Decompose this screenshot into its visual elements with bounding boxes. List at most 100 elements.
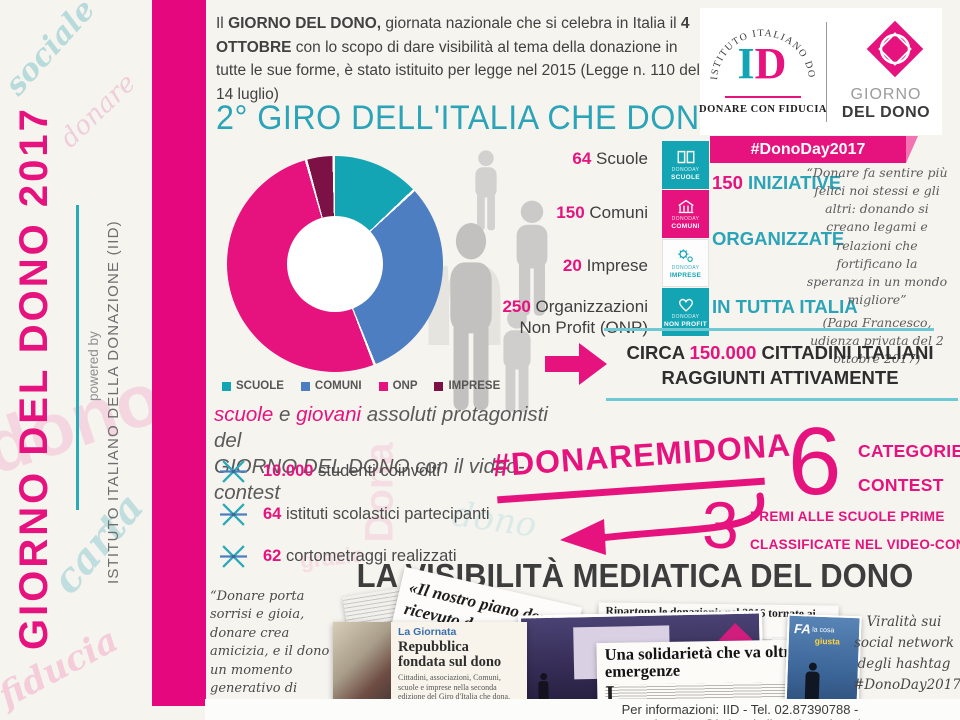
la-giornata-clipping: La Giornata Repubblica fondata sul dono …	[333, 622, 527, 702]
stat-label: Organizzazioni	[535, 297, 648, 316]
stat-imprese: 20 Imprese	[470, 255, 648, 276]
powered-by-label: powered by	[86, 331, 101, 401]
legend-swatch	[434, 381, 444, 391]
tv-text: la cosa	[812, 626, 835, 635]
logo-divider	[826, 22, 827, 122]
teal-rule-bottom	[606, 398, 958, 401]
person-icon child	[494, 308, 540, 414]
gears-icon	[677, 249, 693, 262]
donoday-banner: #DonoDay2017	[710, 136, 906, 163]
badge-label: IMPRESE	[669, 272, 702, 279]
gdd-logo-line1: GIORNO	[850, 86, 922, 103]
initiatives-value: 150	[712, 172, 743, 193]
reach-line2: RAGGIUNTI ATTIVAMENTE	[661, 366, 899, 388]
poster-title-vertical: GIORNO DEL DONO 2017	[12, 106, 56, 650]
legend-label: IMPRESE	[448, 380, 501, 392]
bullet-schools: 64 istituti scolastici partecipanti	[220, 501, 490, 528]
badge-tiny: DONODAY	[671, 167, 700, 173]
iid-letter-i: I	[737, 39, 755, 88]
stat-label: Imprese	[586, 256, 648, 275]
giorno-del-dono-diamond-icon	[866, 20, 924, 78]
contest-line1: CATEGORIE	[858, 441, 960, 461]
badge-label: NON PROFIT	[663, 321, 708, 328]
bullet-shortfilms: 62 cortometraggi realizzati	[220, 543, 457, 570]
iid-initials: ID	[730, 42, 794, 86]
badge-tiny: DONODAY	[671, 314, 700, 320]
legend-item: IMPRESE	[434, 380, 500, 392]
protagonists-text: assoluti protagonisti del	[214, 403, 548, 453]
intro-bold: GIORNO DEL DONO,	[228, 15, 382, 32]
book-icon	[677, 150, 694, 164]
vertical-divider	[76, 205, 79, 510]
legend-label: SCUOLE	[236, 380, 284, 392]
bullet-text: 62 cortometraggi realizzati	[263, 547, 457, 566]
badge-tiny: DONODAY	[671, 216, 700, 222]
stat-label: Comuni	[589, 203, 648, 222]
bullet-text: 10.000 studenti coinvolti	[263, 462, 440, 481]
clipping-kicker: La Giornata	[398, 626, 457, 638]
clipping-body: Cittadini, associazioni, Comuni, scuole …	[398, 673, 511, 702]
initiatives-line1: 150 INIZIATIVE	[712, 172, 841, 194]
protagonists-text: e	[273, 403, 297, 426]
heart-icon	[678, 298, 693, 312]
badge-scuole: DONODAY SCUOLE	[662, 141, 709, 189]
quote-text: “Donare fa sentire più felici noi stessi…	[806, 165, 948, 307]
reach-statement: CIRCA 150.000 CITTADINI ITALIANI RAGGIUN…	[608, 341, 952, 391]
legend-item: SCUOLE	[222, 380, 284, 392]
chart-legend: SCUOLE COMUNI ONP IMPRESE	[222, 380, 500, 392]
asterisk-icon	[220, 503, 247, 526]
clipping-headline: Repubblica fondata sul dono	[398, 639, 502, 671]
banner-fold	[906, 136, 918, 163]
donut-hole	[287, 216, 383, 312]
bullet-value: 62	[263, 547, 282, 565]
prizes-line1: PREMI ALLE SCUOLE PRIME	[750, 509, 945, 524]
clipping-text: La Giornata Repubblica fondata sul dono …	[391, 622, 527, 702]
curved-arrow-icon	[560, 492, 765, 555]
section-heading: 2° GIRO DELL'ITALIA CHE DONA	[216, 99, 722, 137]
badge-comuni: DONODAY COMUNI	[662, 190, 709, 238]
reach-text: CITTADINI ITALIANI	[756, 342, 934, 363]
bullet-value: 10.000	[263, 462, 314, 480]
protagonists-statement: scuole e giovani assoluti protagonisti d…	[214, 402, 554, 506]
legend-swatch	[300, 381, 310, 391]
person-silhouette	[804, 671, 820, 702]
intro-text: con lo scopo di dare visibilità al tema …	[216, 38, 700, 103]
asterisk-icon	[220, 460, 247, 483]
tv-text: FA	[793, 620, 812, 637]
clipping-photo	[333, 622, 391, 702]
legend-swatch	[222, 381, 231, 391]
stat-value: 250	[502, 297, 531, 316]
bullet-students: 10.000 studenti coinvolti	[220, 458, 440, 485]
contest-number-6: 6	[788, 408, 842, 515]
badge-strip: DONODAY SCUOLE DONODAY COMUNI DONODAY IM…	[662, 141, 709, 337]
badge-tiny: DONODAY	[671, 265, 700, 271]
intro-paragraph: Il GIORNO DEL DONO, giornata nazionale c…	[216, 12, 702, 106]
prizes-line2: CLASSIFICATE NEL VIDEO-CONTEST	[750, 537, 960, 553]
reach-text: CIRCA	[626, 342, 690, 363]
stat-value: 150	[556, 203, 585, 222]
stat-label: Scuole	[596, 149, 648, 168]
pink-side-bar	[152, 0, 206, 706]
arrow-right-icon	[545, 343, 607, 385]
stat-label2: Non Profit (ONP)	[519, 318, 648, 338]
footer-band	[205, 699, 960, 720]
bullet-label: cortometraggi realizzati	[285, 547, 457, 565]
iid-rule	[725, 96, 801, 98]
gdd-logo-line2: DEL DONO	[841, 104, 931, 121]
asterisk-icon	[220, 545, 247, 568]
badge-imprese: DONODAY IMPRESE	[662, 239, 709, 287]
intro-text: giornata nazionale che si celebra in Ita…	[381, 15, 681, 32]
badge-label: COMUNI	[671, 223, 700, 230]
badge-label: SCUOLE	[671, 174, 700, 181]
stat-onp: 250 Organizzazioni Non Profit (ONP)	[470, 296, 648, 339]
protagonists-highlight: giovani	[296, 403, 362, 426]
intro-bold: 4 OTTOBRE	[216, 15, 690, 56]
footer-contact: Per informazioni: IID - Tel. 02.87390788…	[616, 702, 865, 720]
iid-tagline: DONARE CON FIDUCIA	[698, 104, 827, 115]
teal-rule-top	[604, 328, 934, 331]
iid-logo-arc: ISTITUTO ITALIANO DONAZIONE	[704, 10, 816, 80]
organization-name-vertical: ISTITUTO ITALIANO DELLA DONAZIONE (IID)	[105, 220, 122, 585]
legend-label: COMUNI	[314, 380, 362, 392]
legend-item: COMUNI	[300, 380, 362, 392]
